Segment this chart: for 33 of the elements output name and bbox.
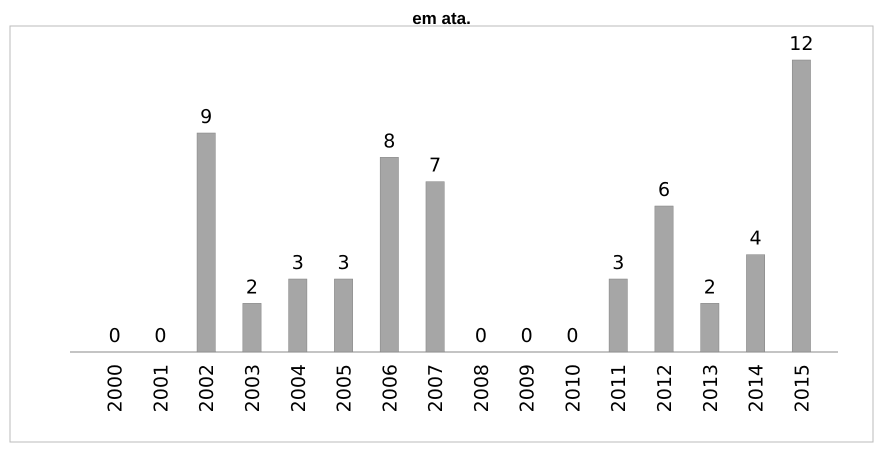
x-tick-label: 2002	[196, 364, 218, 412]
x-tick-label: 2006	[379, 364, 402, 412]
x-tick-label: 2014	[746, 364, 768, 412]
data-label: 3	[612, 252, 624, 274]
x-tick-label: 2003	[242, 364, 264, 412]
x-tick-label: 2000	[104, 364, 127, 412]
data-label: 4	[750, 228, 762, 250]
data-label: 2	[704, 276, 716, 298]
data-label: 0	[474, 325, 487, 347]
data-label: 7	[429, 154, 442, 177]
x-tick-label: 2012	[654, 364, 676, 412]
x-tick-label: 2007	[425, 364, 448, 412]
data-label: 3	[292, 252, 304, 274]
data-label: 0	[520, 325, 533, 347]
x-tick-label: 2008	[470, 364, 493, 412]
data-label: 3	[337, 252, 350, 274]
x-tick-label: 2009	[516, 364, 539, 412]
x-tick-label: 2013	[700, 364, 722, 412]
data-label: 0	[108, 325, 121, 347]
data-label: 12	[789, 33, 814, 55]
data-label: 6	[658, 179, 670, 201]
data-label: 0	[566, 325, 579, 347]
data-label: 2	[246, 276, 258, 298]
x-tick-label: 2011	[608, 364, 630, 412]
x-tick-label: 2005	[334, 364, 356, 412]
chart-title: em ata.	[412, 9, 471, 28]
x-tick-label: 2004	[288, 364, 310, 412]
data-label: 9	[200, 106, 212, 128]
x-tick-label: 2010	[562, 364, 584, 412]
x-tick-label: 2001	[150, 364, 172, 412]
data-label: 8	[383, 130, 396, 152]
data-label: 0	[154, 325, 166, 347]
x-tick-label: 2015	[791, 364, 814, 412]
